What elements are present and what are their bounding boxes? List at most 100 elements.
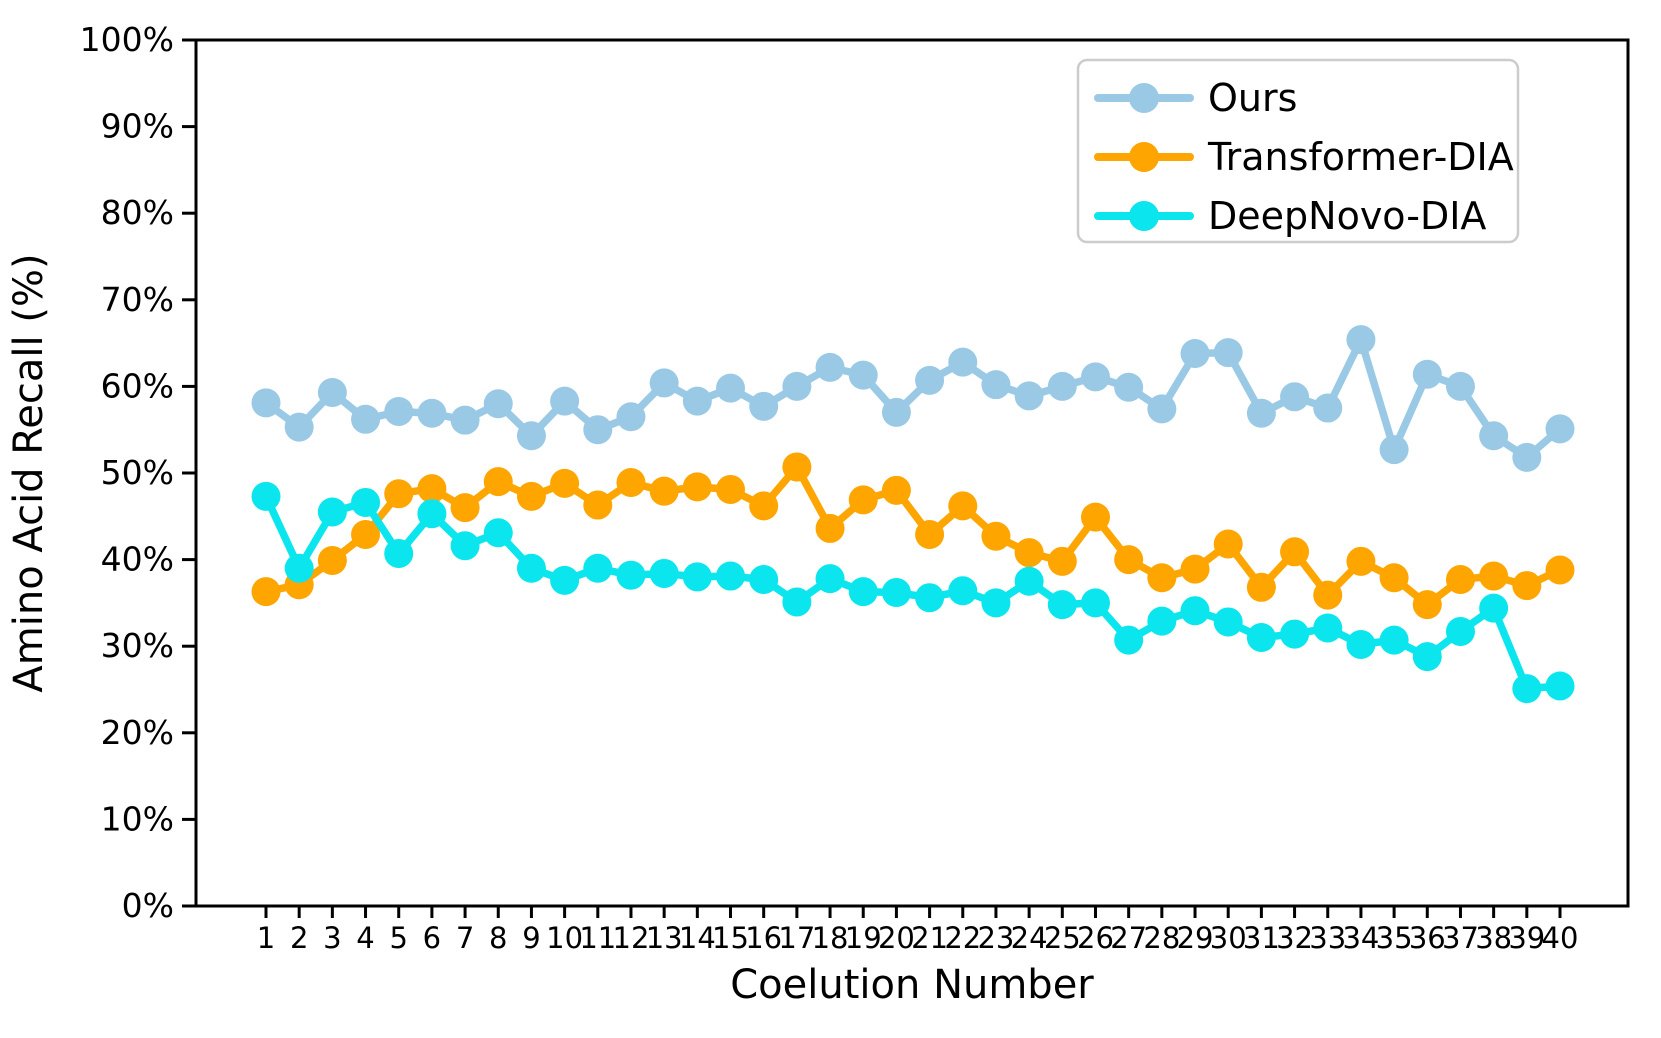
- data-point-ours: [1512, 442, 1542, 472]
- data-point-ours: [948, 347, 978, 377]
- data-point-deepnovo-dia: [317, 497, 347, 527]
- data-point-transformer-dia: [516, 481, 546, 511]
- data-point-deepnovo-dia: [649, 558, 679, 588]
- x-tick-label: 9: [522, 921, 540, 955]
- x-tick-label: 24: [1011, 921, 1048, 955]
- x-tick-label: 35: [1376, 921, 1413, 955]
- legend-item-ours: Ours: [1094, 76, 1297, 120]
- x-tick-label: 16: [745, 921, 782, 955]
- x-tick-label: 7: [456, 921, 474, 955]
- data-point-ours: [1014, 381, 1044, 411]
- data-point-ours: [1147, 394, 1177, 424]
- x-tick-label: 14: [679, 921, 716, 955]
- x-tick-label: 29: [1177, 921, 1214, 955]
- data-point-ours: [682, 386, 712, 416]
- x-tick-label: 32: [1276, 921, 1313, 955]
- data-point-ours: [649, 368, 679, 398]
- data-point-deepnovo-dia: [450, 531, 480, 561]
- x-tick-label: 4: [356, 921, 374, 955]
- legend-item-deepnovo-dia: DeepNovo-DIA: [1094, 194, 1486, 238]
- data-point-transformer-dia: [317, 545, 347, 575]
- data-point-transformer-dia: [848, 485, 878, 515]
- x-tick-label: 26: [1077, 921, 1114, 955]
- data-point-ours: [815, 352, 845, 382]
- data-point-transformer-dia: [450, 493, 480, 523]
- legend-label-deepnovo-dia: DeepNovo-DIA: [1208, 194, 1486, 238]
- data-point-transformer-dia: [981, 521, 1011, 551]
- data-point-transformer-dia: [1047, 546, 1077, 576]
- data-point-ours: [317, 377, 347, 407]
- data-point-deepnovo-dia: [948, 576, 978, 606]
- x-tick-label: 13: [646, 921, 683, 955]
- data-point-transformer-dia: [881, 475, 911, 505]
- y-tick-label: 10%: [101, 799, 174, 838]
- data-point-transformer-dia: [1545, 555, 1575, 585]
- data-point-ours: [915, 365, 945, 395]
- data-point-ours: [1047, 371, 1077, 401]
- data-point-transformer-dia: [1313, 580, 1343, 610]
- data-point-ours: [1346, 325, 1376, 355]
- data-point-ours: [848, 360, 878, 390]
- plot-area: 0%10%20%30%40%50%60%70%80%90%100%1 2 3 4 5 6 7…: [80, 20, 1630, 955]
- data-point-ours: [450, 405, 480, 435]
- data-point-deepnovo-dia: [881, 578, 911, 608]
- x-tick-label: 28: [1143, 921, 1180, 955]
- x-tick-label: 19: [845, 921, 882, 955]
- x-tick-label: 10: [546, 921, 583, 955]
- data-point-transformer-dia: [550, 468, 580, 498]
- data-point-ours: [251, 388, 281, 418]
- x-tick-label: 21: [911, 921, 948, 955]
- data-point-deepnovo-dia: [1246, 623, 1276, 653]
- data-point-deepnovo-dia: [1412, 642, 1442, 672]
- x-tick-label: 5: [389, 921, 407, 955]
- x-tick-label: 27: [1110, 921, 1147, 955]
- data-point-deepnovo-dia: [516, 553, 546, 583]
- data-point-transformer-dia: [1080, 502, 1110, 532]
- data-point-deepnovo-dia: [1047, 590, 1077, 620]
- data-point-ours: [483, 389, 513, 419]
- data-point-transformer-dia: [749, 491, 779, 521]
- data-point-transformer-dia: [417, 474, 447, 504]
- data-point-deepnovo-dia: [483, 518, 513, 548]
- x-tick-label: 34: [1342, 921, 1379, 955]
- data-point-deepnovo-dia: [1147, 606, 1177, 636]
- data-point-ours: [716, 373, 746, 403]
- data-point-transformer-dia: [251, 577, 281, 607]
- data-point-ours: [417, 398, 447, 428]
- data-point-deepnovo-dia: [1479, 593, 1509, 623]
- data-point-deepnovo-dia: [616, 560, 646, 590]
- data-point-deepnovo-dia: [1313, 613, 1343, 643]
- legend-marker-ours: [1129, 83, 1159, 113]
- data-point-transformer-dia: [1180, 554, 1210, 584]
- data-point-deepnovo-dia: [1080, 588, 1110, 618]
- x-tick-label: 15: [712, 921, 749, 955]
- x-tick-label: 39: [1508, 921, 1545, 955]
- data-point-ours: [1479, 421, 1509, 451]
- x-tick-label: 22: [944, 921, 981, 955]
- x-tick-label: 18: [812, 921, 849, 955]
- data-point-transformer-dia: [351, 519, 381, 549]
- data-point-deepnovo-dia: [550, 565, 580, 595]
- y-tick-label: 80%: [101, 193, 174, 232]
- data-point-transformer-dia: [616, 468, 646, 498]
- data-point-deepnovo-dia: [351, 487, 381, 517]
- data-point-ours: [881, 397, 911, 427]
- x-tick-label: 2: [290, 921, 308, 955]
- data-point-ours: [351, 404, 381, 434]
- data-point-ours: [1445, 371, 1475, 401]
- data-point-deepnovo-dia: [583, 553, 613, 583]
- y-tick-label: 50%: [101, 453, 174, 492]
- legend-label-transformer-dia: Transformer-DIA: [1207, 135, 1514, 179]
- x-tick-label: 3: [323, 921, 341, 955]
- data-point-ours: [583, 415, 613, 445]
- legend-label-ours: Ours: [1208, 76, 1297, 120]
- data-point-deepnovo-dia: [716, 561, 746, 591]
- x-tick-label: 12: [613, 921, 650, 955]
- data-point-deepnovo-dia: [749, 565, 779, 595]
- data-point-deepnovo-dia: [1014, 566, 1044, 596]
- data-point-deepnovo-dia: [682, 562, 712, 592]
- data-point-deepnovo-dia: [1346, 629, 1376, 659]
- data-point-ours: [516, 421, 546, 451]
- data-point-deepnovo-dia: [848, 577, 878, 607]
- legend-box: [1076, 58, 1520, 244]
